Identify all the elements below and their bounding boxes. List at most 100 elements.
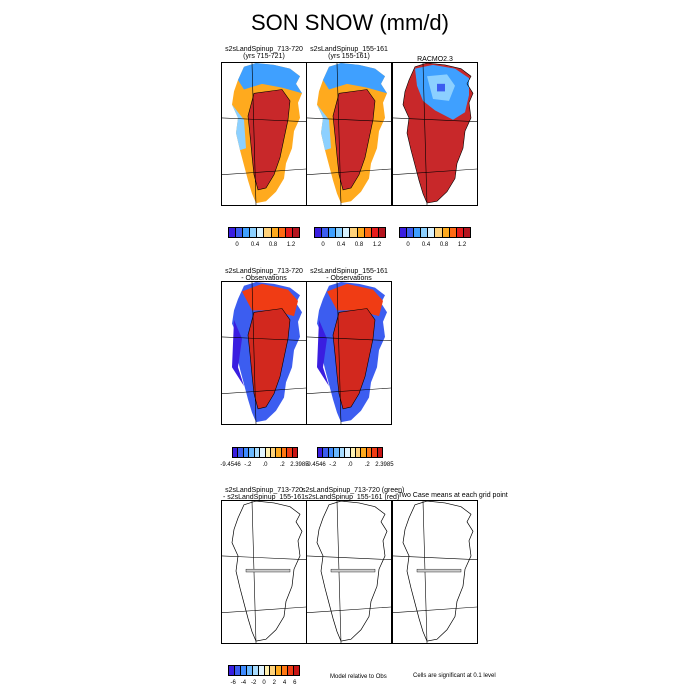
colorbar-tick-label: 2: [272, 680, 276, 686]
colorbar-swatch: [361, 448, 367, 457]
colorbar-swatch: [292, 448, 298, 457]
colorbar-tick-label: 0.8: [268, 242, 278, 248]
map-panel-r3-p1: [221, 500, 307, 644]
colorbar-swatch: [414, 228, 422, 237]
colorbar-swatch: [260, 448, 266, 457]
panel-title-line1: s2sLandSpinup_155-161: [310, 46, 388, 53]
colorbar-swatch: [249, 448, 255, 457]
colorbar-tick-label: .2: [279, 462, 285, 468]
colorbar-swatch: [278, 228, 286, 237]
panel-title-r1-p3: RACMO2.3: [392, 56, 478, 63]
colorbar-swatch: [257, 228, 265, 237]
colorbar-swatch: [322, 228, 330, 237]
colorbar-tick-label: 2.3985: [290, 462, 309, 468]
colorbar-tick-label: 0.4: [336, 242, 346, 248]
colorbar-swatch: [435, 228, 443, 237]
colorbar-tick-label: .0: [347, 462, 353, 468]
colorbar-tick-label: 0.4: [250, 242, 260, 248]
colorbar-swatch: [350, 228, 358, 237]
colorbar-swatch: [287, 448, 293, 457]
colorbar-swatch: [343, 228, 351, 237]
panel-title-r3-p3: Two Case means at each grid point: [398, 492, 508, 499]
colorbar-tick-label: 6: [293, 680, 297, 686]
colorbar-swatch: [240, 666, 247, 675]
colorbar-swatch: [345, 448, 351, 457]
colorbar-r1-p2: [314, 227, 386, 238]
colorbar-swatch: [463, 228, 470, 237]
colorbar-r1-p1: [228, 227, 300, 238]
panel-title-line2: - Observations: [326, 275, 372, 282]
panel-title-line1: RACMO2.3: [417, 56, 453, 63]
colorbar-swatch: [265, 448, 271, 457]
colorbar-swatch: [315, 228, 323, 237]
panel-title-line1: s2sLandSpinup_713-720: [225, 46, 303, 53]
colorbar-swatch: [329, 228, 337, 237]
map-panel-r3-p3: [392, 500, 478, 644]
colorbar-swatch: [328, 448, 335, 457]
panel-title-r3-p2: s2sLandSpinup_713-720 (green) s2sLandSpi…: [302, 487, 405, 501]
panel-title-line2: s2sLandSpinup_155-161 (red): [304, 494, 400, 501]
colorbar-tick-label: 1.2: [457, 242, 467, 248]
colorbar-swatch: [372, 448, 378, 457]
colorbar-tick-label: 4: [282, 680, 287, 686]
panel-title-r1-p2: s2sLandSpinup_155-161 (yrs 155-161): [306, 46, 392, 60]
colorbar-swatch: [378, 228, 385, 237]
map-panel-r1-p1: [221, 62, 307, 206]
colorbar-tick-label: -.2: [244, 462, 252, 468]
colorbar-swatch: [271, 228, 279, 237]
colorbar-swatch: [428, 228, 436, 237]
colorbar-swatch: [456, 228, 464, 237]
colorbar-swatch: [229, 666, 235, 675]
colorbar-swatch: [252, 666, 259, 675]
panel-title-r2-p2: s2sLandSpinup_155-161 - Observations: [306, 268, 392, 282]
map-panel-r1-p2: [306, 62, 392, 206]
colorbar-swatch: [264, 666, 271, 675]
panel-title-r3-p1: s2sLandSpinup_713-720 - s2sLandSpinup_15…: [221, 487, 307, 501]
map-panel-r3-p2: [306, 500, 392, 644]
panel-title-line1: s2sLandSpinup_713-720 (green): [302, 487, 405, 494]
map-panel-r2-p2: [306, 281, 392, 425]
panel-title-line2: (yrs 715-721): [243, 53, 285, 60]
colorbar-swatch: [243, 228, 251, 237]
colorbar-tick-label: -2: [251, 680, 257, 686]
colorbar-r2-p1: [232, 447, 298, 458]
note-model-relative: Model relative to Obs: [330, 674, 387, 680]
colorbar-swatch: [357, 228, 365, 237]
panel-title-line1: s2sLandSpinup_713-720: [225, 268, 303, 275]
colorbar-swatch: [229, 228, 237, 237]
colorbar-swatch: [270, 448, 277, 457]
colorbar-swatch: [292, 228, 299, 237]
colorbar-r2-p2: [317, 447, 383, 458]
colorbar-swatch: [366, 448, 373, 457]
map-panel-r2-p1: [221, 281, 307, 425]
colorbar-swatch: [364, 228, 372, 237]
colorbar-swatch: [276, 448, 282, 457]
colorbar-swatch: [407, 228, 415, 237]
colorbar-tick-label: 0: [406, 242, 410, 248]
colorbar-swatch: [264, 228, 272, 237]
colorbar-swatch: [339, 448, 346, 457]
colorbar-tick-label: 1.2: [286, 242, 296, 248]
colorbar-tick-label: 2.3985: [375, 462, 394, 468]
colorbar-tick-label: 0: [235, 242, 239, 248]
colorbar-swatch: [336, 228, 344, 237]
colorbar-swatch: [258, 666, 265, 675]
panel-title-line1: s2sLandSpinup_155-161: [310, 268, 388, 275]
colorbar-swatch: [371, 228, 379, 237]
panel-title-line1: s2sLandSpinup_713-720: [225, 487, 303, 494]
colorbar-tick-label: -9.4546: [220, 462, 241, 468]
colorbar-swatch: [318, 448, 324, 457]
note-significance: Cells are significant at 0.1 level: [413, 673, 496, 679]
colorbar-r3-p1: [228, 665, 300, 676]
colorbar-swatch: [238, 448, 244, 457]
colorbar-swatch: [400, 228, 408, 237]
colorbar-swatch: [270, 666, 277, 675]
colorbar-swatch: [285, 228, 293, 237]
colorbar-tick-label: -.2: [329, 462, 337, 468]
colorbar-ticks-r3-p1: -6 -4 -2 0 2 4 6: [228, 680, 300, 688]
colorbar-swatch: [294, 666, 300, 675]
colorbar-swatch: [323, 448, 329, 457]
colorbar-swatch: [288, 666, 295, 675]
colorbar-tick-label: 1.2: [372, 242, 382, 248]
colorbar-swatch: [276, 666, 283, 675]
